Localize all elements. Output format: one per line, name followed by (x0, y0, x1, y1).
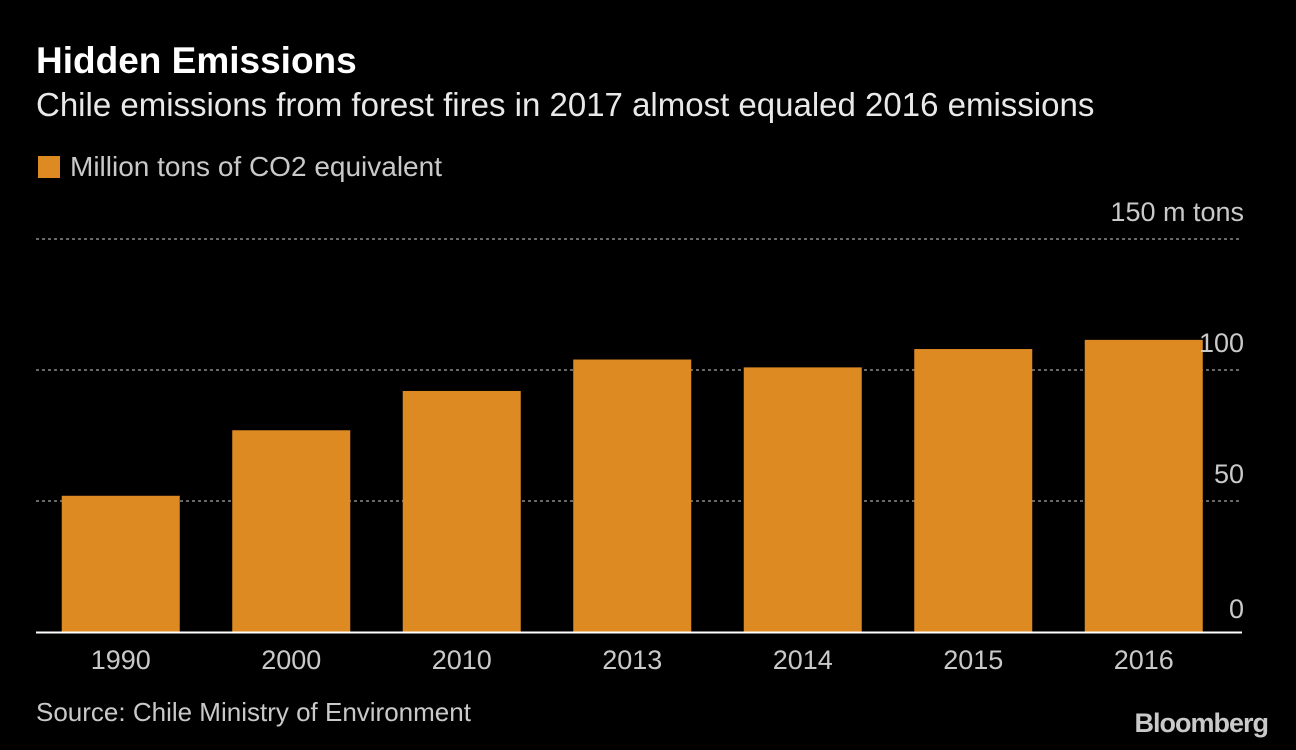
legend-label: Million tons of CO2 equivalent (70, 151, 442, 182)
bloomberg-logo: Bloomberg (1134, 708, 1269, 738)
x-tick-label: 2000 (261, 645, 321, 675)
y-tick-label: 100 (1199, 328, 1244, 358)
x-tick-label: 2015 (943, 645, 1003, 675)
chart-subtitle: Chile emissions from forest fires in 201… (36, 86, 1095, 123)
y-tick-label: 50 (1214, 459, 1244, 489)
source-note: Source: Chile Ministry of Environment (36, 697, 471, 727)
x-tick-label: 2010 (432, 645, 492, 675)
bar (573, 359, 692, 632)
chart-title: Hidden Emissions (36, 40, 357, 81)
y-tick-label: 0 (1229, 594, 1244, 624)
bars (61, 339, 1203, 632)
x-tick-label: 2016 (1114, 645, 1174, 675)
bar (232, 430, 351, 632)
legend: Million tons of CO2 equivalent (38, 151, 442, 183)
x-tick-label: 2014 (773, 645, 833, 675)
legend-swatch (38, 156, 60, 178)
y-tick-label: 150 m tons (1110, 197, 1244, 227)
axes: 0 50 100 150 m tons 1990 2000 2010 2013 2014 2015… (36, 197, 1244, 675)
bar (61, 495, 180, 632)
x-tick-label: 1990 (91, 645, 151, 675)
bar (1084, 339, 1203, 632)
bar (743, 367, 862, 632)
x-tick-label: 2013 (602, 645, 662, 675)
bar (914, 349, 1033, 632)
bar (402, 390, 521, 632)
